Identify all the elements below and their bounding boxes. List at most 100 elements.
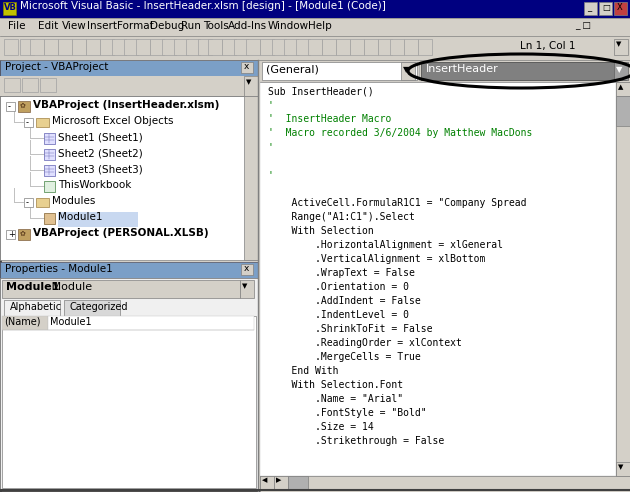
Text: x: x xyxy=(244,62,249,71)
Text: -: - xyxy=(26,198,29,207)
Bar xyxy=(0,36,630,60)
Text: ✿: ✿ xyxy=(20,230,26,236)
Text: _: _ xyxy=(587,3,591,12)
Bar xyxy=(322,39,336,55)
Text: ▼: ▼ xyxy=(403,65,410,74)
Text: (General): (General) xyxy=(266,64,319,74)
Text: (Name): (Name) xyxy=(4,317,40,327)
Text: Microsoft Visual Basic - InsertHeader.xlsm [design] - [Module1 (Code)]: Microsoft Visual Basic - InsertHeader.xl… xyxy=(20,1,386,11)
Text: End With: End With xyxy=(268,366,338,376)
Text: Module1: Module1 xyxy=(58,212,103,222)
Text: '  InsertHeader Macro: ' InsertHeader Macro xyxy=(268,114,391,124)
Text: Tools: Tools xyxy=(203,21,229,31)
Text: ThisWorkbook: ThisWorkbook xyxy=(58,180,132,190)
Text: Module1: Module1 xyxy=(50,317,91,327)
Text: ▼: ▼ xyxy=(616,41,621,47)
Bar xyxy=(58,39,72,55)
Text: Format: Format xyxy=(117,21,154,31)
Text: .MergeCells = True: .MergeCells = True xyxy=(268,352,421,362)
Text: Debug: Debug xyxy=(150,21,184,31)
Text: Alphabetic: Alphabetic xyxy=(10,302,62,312)
Text: Categorized: Categorized xyxy=(70,302,129,312)
Bar xyxy=(2,316,256,488)
Bar xyxy=(44,149,55,160)
Text: Module1: Module1 xyxy=(6,282,59,292)
Bar xyxy=(418,39,432,55)
Bar xyxy=(162,39,176,55)
Bar xyxy=(0,76,258,96)
Bar xyxy=(260,60,630,82)
Bar xyxy=(616,462,630,476)
Text: Insert: Insert xyxy=(87,21,117,31)
Text: .IndentLevel = 0: .IndentLevel = 0 xyxy=(268,310,409,320)
Text: Window: Window xyxy=(268,21,309,31)
Bar xyxy=(308,39,322,55)
Bar xyxy=(616,96,630,126)
Text: Sheet3 (Sheet3): Sheet3 (Sheet3) xyxy=(58,164,143,174)
Bar xyxy=(4,39,18,55)
Bar xyxy=(401,62,415,80)
Text: .Name = "Arial": .Name = "Arial" xyxy=(268,394,403,404)
Text: ': ' xyxy=(268,170,274,180)
Bar xyxy=(64,300,120,316)
Bar xyxy=(30,39,44,55)
Text: With Selection.Font: With Selection.Font xyxy=(268,380,403,390)
Bar xyxy=(241,62,253,73)
Bar xyxy=(22,78,38,92)
Bar xyxy=(174,39,188,55)
Bar xyxy=(18,101,30,112)
Bar xyxy=(72,39,86,55)
Bar xyxy=(24,198,33,207)
Bar xyxy=(3,2,16,15)
Text: InsertHeader: InsertHeader xyxy=(426,64,499,74)
Text: '  Macro recorded 3/6/2004 by Matthew MacDons: ' Macro recorded 3/6/2004 by Matthew Mac… xyxy=(268,128,532,138)
Bar xyxy=(40,78,56,92)
Bar xyxy=(0,278,258,490)
Text: .VerticalAlignment = xlBottom: .VerticalAlignment = xlBottom xyxy=(268,254,485,264)
Text: ': ' xyxy=(268,142,274,152)
Bar xyxy=(0,18,630,36)
Bar xyxy=(222,39,236,55)
Text: ▼: ▼ xyxy=(246,79,251,85)
Bar xyxy=(616,82,630,96)
Text: Modules: Modules xyxy=(52,196,95,206)
Text: File: File xyxy=(8,21,25,31)
Bar xyxy=(336,39,350,55)
Bar xyxy=(260,82,616,476)
Bar xyxy=(260,39,274,55)
Bar xyxy=(272,39,286,55)
Text: Properties - Module1: Properties - Module1 xyxy=(5,264,113,274)
Text: Run: Run xyxy=(181,21,201,31)
Bar xyxy=(296,39,310,55)
Bar xyxy=(6,102,15,111)
Text: ▼: ▼ xyxy=(616,65,622,74)
Bar xyxy=(44,213,55,224)
Text: Add-Ins: Add-Ins xyxy=(228,21,267,31)
Bar xyxy=(260,476,630,492)
Bar xyxy=(58,212,138,227)
Bar xyxy=(614,62,628,80)
Bar xyxy=(288,476,308,490)
Bar xyxy=(48,316,254,330)
Bar xyxy=(284,39,298,55)
Bar xyxy=(378,39,392,55)
Text: +: + xyxy=(8,230,15,239)
Bar xyxy=(124,39,138,55)
Text: .ShrinkToFit = False: .ShrinkToFit = False xyxy=(268,324,433,334)
Bar xyxy=(100,39,114,55)
Text: .FontStyle = "Bold": .FontStyle = "Bold" xyxy=(268,408,427,418)
Text: ▼: ▼ xyxy=(242,283,248,289)
Text: x: x xyxy=(244,264,249,273)
Bar xyxy=(0,0,630,18)
Text: .AddIndent = False: .AddIndent = False xyxy=(268,296,421,306)
Bar xyxy=(20,39,34,55)
Bar xyxy=(260,476,274,490)
Text: .Strikethrough = False: .Strikethrough = False xyxy=(268,436,444,446)
Text: With Selection: With Selection xyxy=(268,226,374,236)
Text: ActiveCell.FormulaR1C1 = "Company Spread: ActiveCell.FormulaR1C1 = "Company Spread xyxy=(268,198,527,208)
Bar xyxy=(2,316,48,330)
Bar xyxy=(262,62,417,80)
Text: .ReadingOrder = xlContext: .ReadingOrder = xlContext xyxy=(268,338,462,348)
Bar xyxy=(244,96,258,260)
Bar xyxy=(244,76,258,96)
